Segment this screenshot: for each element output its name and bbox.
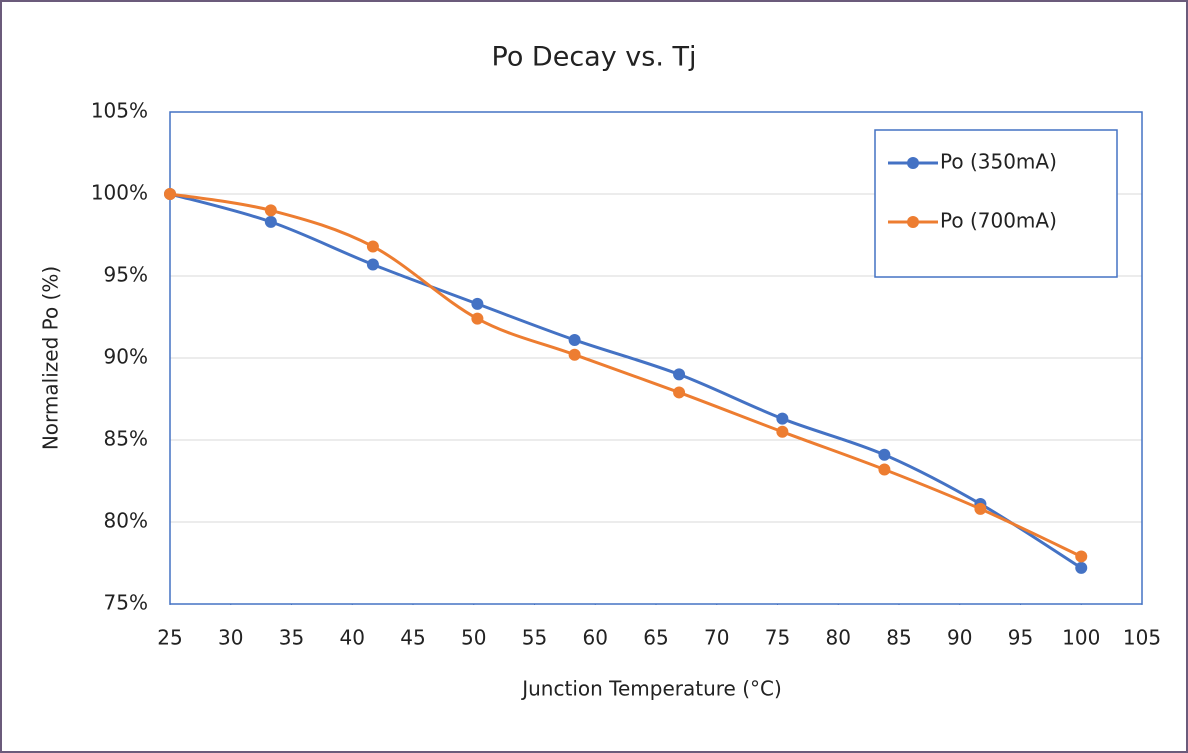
y-tick-label: 90% xyxy=(104,345,148,369)
data-point xyxy=(878,448,891,461)
x-axis-label: Junction Temperature (°C) xyxy=(520,677,782,701)
data-point xyxy=(1075,550,1088,563)
data-point xyxy=(673,386,686,399)
legend-label: Po (700mA) xyxy=(940,209,1057,233)
data-point xyxy=(366,240,379,253)
data-point xyxy=(673,368,686,381)
x-tick-label: 55 xyxy=(522,626,547,650)
x-tick-label: 105 xyxy=(1123,626,1161,650)
x-tick-label: 95 xyxy=(1008,626,1033,650)
x-tick-label: 35 xyxy=(279,626,304,650)
legend-label: Po (350mA) xyxy=(940,150,1057,174)
x-tick-label: 85 xyxy=(886,626,911,650)
x-tick-label: 75 xyxy=(765,626,790,650)
data-point xyxy=(568,348,581,361)
x-tick-label: 80 xyxy=(826,626,851,650)
x-tick-label: 65 xyxy=(643,626,668,650)
data-point xyxy=(164,188,176,200)
series-line xyxy=(169,192,1082,558)
x-tick-label: 40 xyxy=(340,626,365,650)
data-point xyxy=(471,297,484,310)
legend-marker xyxy=(907,216,919,228)
data-point xyxy=(776,412,789,425)
data-point xyxy=(568,333,581,346)
data-point xyxy=(264,215,277,228)
x-tick-label: 30 xyxy=(218,626,243,650)
x-tick-label: 60 xyxy=(583,626,608,650)
y-tick-label: 80% xyxy=(104,509,148,533)
data-point xyxy=(366,258,379,271)
legend-box xyxy=(874,129,1118,278)
data-point xyxy=(264,204,277,217)
x-tick-label: 70 xyxy=(704,626,729,650)
data-point xyxy=(1075,561,1088,574)
data-point xyxy=(471,312,484,325)
legend-marker xyxy=(907,157,919,169)
series-line xyxy=(169,192,1083,570)
y-tick-label: 95% xyxy=(104,263,148,287)
data-point xyxy=(974,502,987,515)
y-tick-label: 105% xyxy=(91,99,148,123)
y-tick-label: 75% xyxy=(104,591,148,615)
y-tick-label: 100% xyxy=(91,181,148,205)
y-tick-label: 85% xyxy=(104,427,148,451)
data-point xyxy=(878,463,891,476)
plot-border xyxy=(169,111,1143,605)
x-tick-label: 100 xyxy=(1062,626,1100,650)
x-tick-label: 25 xyxy=(157,626,182,650)
y-axis-label: Normalized Po (%) xyxy=(39,266,63,450)
x-tick-label: 50 xyxy=(461,626,486,650)
x-tick-label: 45 xyxy=(400,626,425,650)
x-tick-label: 90 xyxy=(947,626,972,650)
chart-title: Po Decay vs. Tj xyxy=(492,42,697,73)
data-point xyxy=(776,425,789,438)
